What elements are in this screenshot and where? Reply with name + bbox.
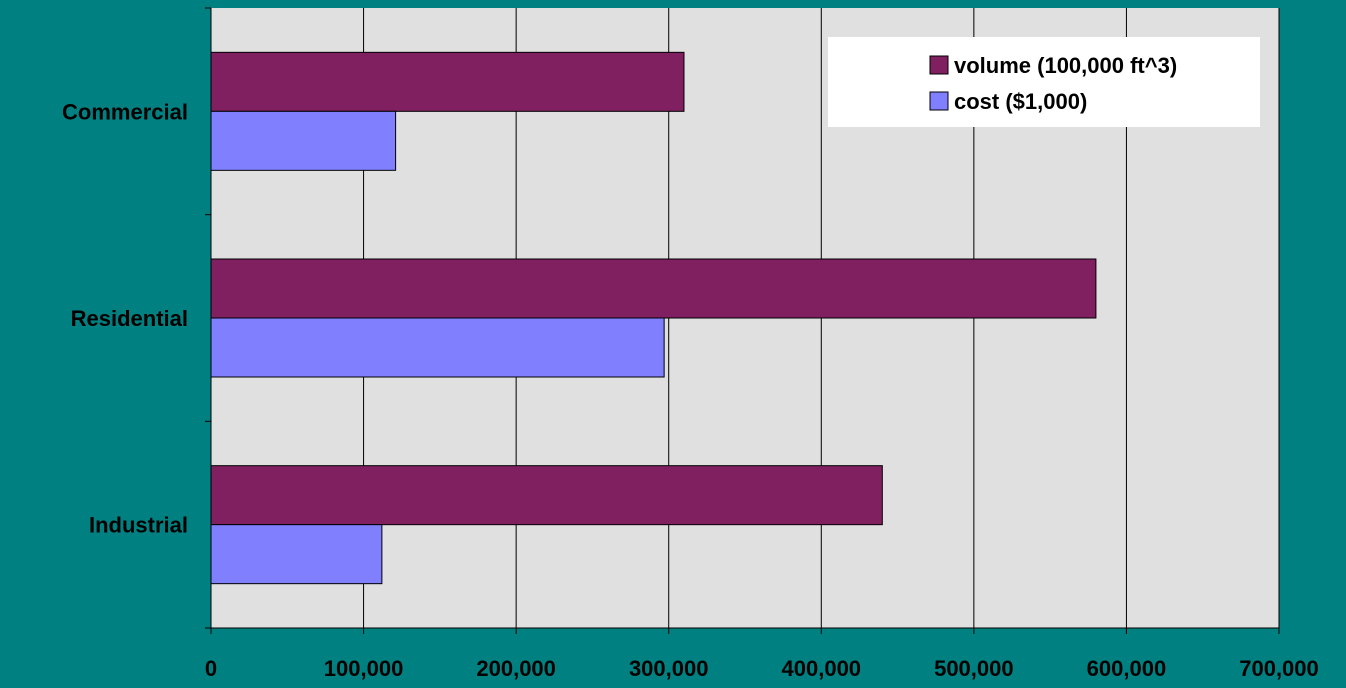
- x-tick-label: 600,000: [1087, 656, 1167, 681]
- x-tick-label: 700,000: [1239, 656, 1319, 681]
- category-label: Commercial: [62, 99, 188, 124]
- bar-residential-series-1: [210, 317, 665, 378]
- x-tick-label: 400,000: [782, 656, 862, 681]
- bar-commercial-series-0: [210, 51, 685, 112]
- bar-residential-series-0: [210, 258, 1097, 319]
- legend-label: volume (100,000 ft^3): [954, 53, 1177, 78]
- x-tick-label: 200,000: [476, 656, 556, 681]
- bar-industrial-series-1: [210, 524, 383, 585]
- category-label: Industrial: [89, 513, 188, 538]
- x-tick-label: 0: [205, 656, 217, 681]
- legend-label: cost ($1,000): [954, 89, 1087, 114]
- x-tick-label: 300,000: [629, 656, 709, 681]
- legend-swatch: [929, 55, 949, 75]
- bar-industrial-series-0: [210, 465, 883, 526]
- bar-commercial-series-1: [210, 110, 397, 171]
- x-tick-label: 100,000: [324, 656, 404, 681]
- x-tick-label: 500,000: [934, 656, 1014, 681]
- category-label: Residential: [71, 306, 188, 331]
- legend-box: [828, 37, 1260, 127]
- legend-swatch: [929, 91, 949, 111]
